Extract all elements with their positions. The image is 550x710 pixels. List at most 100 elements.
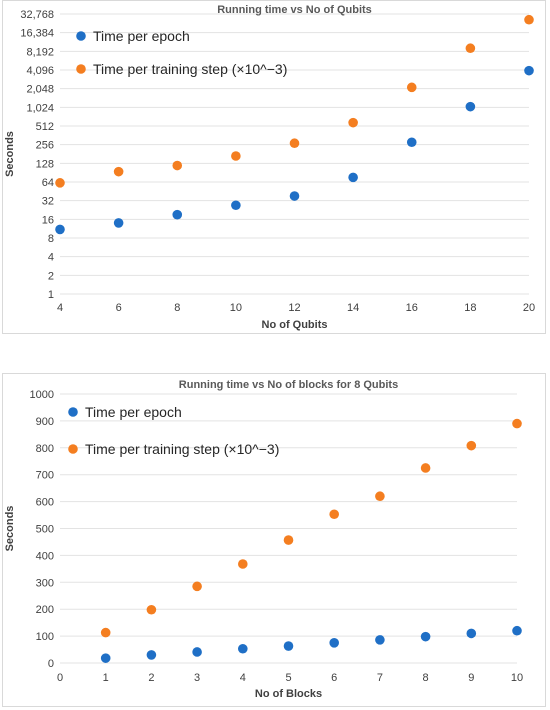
data-point-epoch [146, 650, 157, 660]
data-point-training-step [146, 604, 157, 615]
x-tick-label: 18 [464, 302, 476, 314]
data-point-training-step [466, 440, 477, 451]
data-point-training-step [348, 117, 358, 128]
data-point-training-step [172, 160, 183, 171]
data-point-epoch [524, 65, 534, 76]
x-tick-label: 8 [423, 672, 429, 684]
chart-panel-qubits: 1 2 4 8 16 32 64 128 256 512 1,024 2,048 4,096 8,192 1… [2, 0, 546, 334]
legend-label: Time per training step (×10^−3) [85, 441, 279, 457]
legend-label: Time per epoch [85, 404, 182, 420]
y-tick-label: 400 [36, 550, 54, 562]
x-tick-label: 1 [103, 672, 109, 684]
y-tick-label: 16 [42, 214, 54, 226]
x-tick-label: 4 [57, 302, 63, 314]
x-tick-label: 8 [174, 302, 180, 314]
y-tick-label: 16,384 [20, 28, 54, 40]
data-point-training-step [192, 581, 202, 592]
data-point-epoch [348, 172, 358, 183]
y-tick-label: 1 [48, 289, 54, 301]
chart-panel-blocks: 0 100 200 300 400 500 600 700 800 900 1000 0 1 2 3 4 5 6 7… [2, 373, 546, 707]
legend-marker [68, 407, 78, 417]
x-tick-label: 5 [285, 672, 291, 684]
x-axis-title: No of Blocks [255, 688, 322, 700]
y-tick-label: 8 [48, 233, 54, 245]
y-tick-label: 700 [36, 470, 54, 482]
chart-qubits: 12481632641282565121,0242,0484,0968,1921… [4, 4, 535, 331]
data-point-epoch [420, 631, 431, 642]
data-point-training-step [231, 151, 241, 161]
y-tick-label: 300 [36, 577, 54, 589]
x-tick-label: 3 [194, 672, 200, 684]
data-point-epoch [283, 641, 294, 651]
y-tick-label: 100 [36, 631, 54, 643]
data-point-training-step [289, 138, 300, 149]
x-tick-label: 4 [240, 672, 246, 684]
data-point-training-step [375, 491, 385, 502]
y-tick-label: 32 [42, 196, 54, 208]
x-tick-label: 0 [57, 672, 63, 684]
data-point-training-step [524, 14, 534, 25]
chart-title: Running time vs No of Qubits [217, 4, 372, 16]
y-tick-label: 512 [36, 121, 54, 133]
legend-label: Time per training step (×10^−3) [93, 61, 287, 77]
data-point-epoch [100, 653, 111, 663]
y-tick-label: 2 [48, 270, 54, 282]
x-tick-label: 9 [468, 672, 474, 684]
data-point-epoch [512, 625, 522, 636]
y-tick-label: 4 [48, 252, 54, 264]
data-point-epoch [192, 647, 202, 657]
x-tick-label: 6 [331, 672, 337, 684]
data-point-epoch [113, 218, 124, 228]
y-tick-label: 500 [36, 524, 54, 536]
y-tick-label: 8,192 [26, 46, 54, 58]
y-tick-label: 32,768 [20, 9, 54, 21]
chart-title: Running time vs No of blocks for 8 Qubit… [179, 379, 398, 391]
data-point-epoch [231, 200, 241, 211]
y-tick-label: 0 [48, 658, 54, 670]
x-tick-label: 6 [116, 302, 122, 314]
y-tick-label: 256 [36, 140, 54, 152]
y-axis-title: Seconds [4, 506, 16, 552]
x-tick-label: 10 [511, 672, 523, 684]
data-point-training-step [420, 463, 431, 473]
x-tick-label: 7 [377, 672, 383, 684]
data-point-training-step [55, 178, 65, 188]
data-point-epoch [329, 638, 340, 648]
data-point-epoch [289, 191, 300, 201]
data-point-training-step [512, 418, 522, 429]
y-tick-label: 600 [36, 497, 54, 509]
x-tick-label: 16 [406, 302, 418, 314]
data-point-epoch [406, 137, 417, 148]
y-tick-label: 1,024 [26, 102, 54, 114]
y-axis-title: Seconds [4, 131, 16, 177]
legend-label: Time per epoch [93, 28, 190, 44]
data-point-training-step [113, 166, 124, 177]
data-point-epoch [172, 209, 183, 220]
data-point-epoch [238, 643, 248, 654]
x-tick-label: 14 [347, 302, 359, 314]
y-tick-label: 64 [42, 177, 54, 189]
data-point-training-step [329, 509, 340, 520]
data-point-training-step [406, 82, 417, 93]
x-axis-title: No of Qubits [262, 319, 328, 331]
data-point-epoch [55, 224, 65, 235]
legend-marker [76, 31, 86, 41]
y-tick-label: 2,048 [26, 84, 54, 96]
data-point-epoch [375, 635, 385, 645]
y-tick-label: 1000 [30, 389, 54, 401]
x-tick-label: 20 [523, 302, 535, 314]
y-tick-label: 900 [36, 416, 54, 428]
y-tick-label: 200 [36, 604, 54, 616]
y-tick-label: 800 [36, 443, 54, 455]
data-point-epoch [466, 628, 477, 639]
legend-marker [68, 444, 78, 454]
data-point-training-step [283, 535, 294, 545]
data-point-epoch [465, 101, 476, 112]
chart-blocks: 0 100 200 300 400 500 600 700 800 900 1000 0 1 2 3 4 5 6 7… [4, 379, 523, 700]
y-tick-label: 4,096 [26, 65, 54, 77]
data-point-training-step [100, 627, 111, 638]
data-point-training-step [238, 559, 248, 569]
data-point-training-step [465, 43, 476, 54]
x-tick-label: 2 [148, 672, 154, 684]
legend-marker [76, 64, 86, 74]
